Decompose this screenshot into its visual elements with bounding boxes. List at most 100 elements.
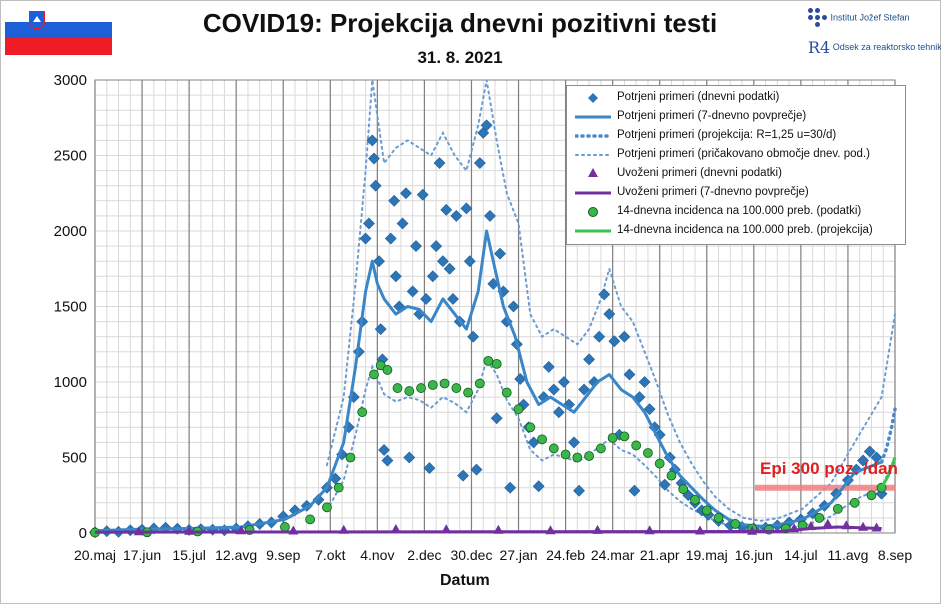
daily-confirmed-point	[359, 232, 372, 245]
daily-confirmed-point	[618, 330, 631, 343]
x-tick-label: 27.jan	[499, 547, 537, 563]
daily-confirmed-point	[490, 412, 503, 425]
incidence-point	[305, 514, 316, 525]
daily-confirmed-point	[426, 270, 439, 283]
legend-item: Potrjeni primeri (dnevni podatki)	[567, 89, 905, 107]
daily-confirmed-point	[547, 383, 560, 396]
daily-confirmed-point	[433, 157, 446, 169]
daily-confirmed-point	[388, 194, 401, 207]
daily-confirmed-point	[608, 335, 621, 348]
daily-confirmed-point	[460, 202, 473, 215]
x-tick-label: 30.dec	[450, 547, 492, 563]
y-tick-label: 3000	[54, 72, 87, 89]
daily-confirmed-point	[457, 469, 469, 482]
incidence-point	[525, 422, 536, 433]
daily-confirmed-point	[450, 209, 463, 222]
daily-confirmed-point	[593, 330, 606, 343]
legend-key-icon	[574, 127, 613, 145]
x-tick-label: 14.jul	[784, 547, 817, 563]
daily-confirmed-point	[430, 240, 443, 253]
weekly-average-line	[94, 229, 883, 533]
x-tick-label: 15.jul	[172, 547, 205, 563]
incidence-point	[451, 383, 462, 393]
legend-label: Potrjeni primeri (projekcija: R=1,25 u=3…	[617, 129, 837, 141]
daily-confirmed-point	[443, 262, 456, 275]
legend-key-icon	[575, 89, 611, 107]
x-tick-label: 4.nov	[360, 547, 394, 563]
incidence-point	[678, 484, 689, 495]
incidence-point	[666, 470, 677, 481]
incidence-point	[832, 503, 843, 514]
daily-confirmed-point	[514, 373, 527, 385]
incidence-point	[513, 404, 524, 415]
daily-confirmed-point	[863, 445, 876, 458]
y-tick-label: 2000	[54, 223, 87, 240]
x-tick-label: 19.maj	[686, 547, 728, 563]
daily-confirmed-point	[436, 255, 449, 268]
daily-confirmed-point	[363, 217, 375, 230]
ijs-dots-icon	[808, 8, 828, 28]
daily-confirmed-point	[507, 300, 520, 313]
daily-confirmed-point	[598, 288, 611, 301]
daily-confirmed-point	[403, 451, 416, 464]
daily-confirmed-point	[603, 308, 616, 320]
daily-confirmed-point	[423, 462, 436, 474]
daily-confirmed-point	[658, 478, 671, 491]
y-tick-label: 500	[62, 450, 87, 467]
legend-label: Potrjeni primeri (7-dnevno povprečje)	[617, 110, 807, 122]
incidence-point	[595, 443, 606, 454]
incidence-projection-line	[880, 456, 897, 489]
r4-logo-mark: R4	[808, 38, 831, 57]
daily-confirmed-point	[484, 209, 496, 222]
daily-confirmed-point	[447, 293, 459, 305]
r4-logo: R4 Odsek za reaktorsko tehniko	[808, 38, 941, 57]
incidence-point	[483, 355, 494, 366]
incidence-point	[357, 407, 368, 418]
imported-average-line	[94, 525, 882, 534]
daily-confirmed-point	[494, 247, 506, 260]
legend-label: Potrjeni primeri (dnevni podatki)	[617, 91, 780, 103]
legend-label: 14-dnevna incidenca na 100.000 preb. (pr…	[617, 224, 873, 236]
incidence-point	[501, 387, 512, 398]
daily-confirmed-point	[542, 360, 555, 373]
x-tick-label: 16.jun	[735, 547, 773, 563]
legend-item: 14-dnevna incidenca na 100.000 preb. (po…	[567, 203, 905, 221]
daily-confirmed-point	[480, 119, 493, 132]
daily-confirmed-point	[416, 188, 429, 201]
incidence-point	[619, 431, 630, 442]
legend-label: Potrjeni primeri (pričakovano območje dn…	[617, 148, 870, 160]
incidence-point	[427, 380, 438, 390]
slovenia-flag	[5, 5, 112, 55]
daily-confirmed-point	[410, 240, 422, 253]
daily-confirmed-point	[643, 403, 656, 416]
legend-key-icon	[575, 146, 612, 164]
daily-confirmed-point	[384, 232, 397, 245]
incidence-point	[572, 452, 583, 463]
daily-confirmed-point	[369, 179, 382, 192]
daily-confirmed-point	[467, 330, 480, 343]
incidence-point	[584, 451, 595, 461]
daily-confirmed-point	[368, 152, 380, 165]
daily-confirmed-point	[557, 376, 570, 388]
x-tick-label: 21.apr	[640, 547, 680, 563]
legend-item: Uvoženi primeri (dnevni podatki)	[567, 165, 905, 183]
incidence-point	[404, 386, 415, 396]
x-tick-label: 7.okt	[315, 547, 345, 563]
legend-item: Potrjeni primeri (7-dnevno povprečje)	[567, 108, 905, 126]
legend-label: Uvoženi primeri (dnevni podatki)	[617, 167, 782, 179]
incidence-point	[392, 383, 403, 393]
x-tick-label: 20.maj	[74, 547, 116, 563]
legend-key-icon	[575, 165, 611, 183]
chart-legend: Potrjeni primeri (dnevni podatki) Potrjen…	[566, 85, 906, 245]
daily-confirmed-point	[568, 436, 580, 449]
x-axis-title: Datum	[440, 572, 490, 589]
incidence-point	[463, 387, 474, 398]
incidence-point	[849, 497, 860, 508]
legend-item: 14-dnevna incidenca na 100.000 preb. (pr…	[567, 222, 905, 240]
legend-key-icon	[575, 222, 611, 240]
y-tick-label: 0	[79, 525, 87, 542]
incidence-point	[713, 513, 724, 523]
daily-confirmed-point	[420, 293, 433, 305]
daily-confirmed-point	[373, 255, 385, 268]
legend-item: Uvoženi primeri (7-dnevno povprečje)	[567, 184, 905, 202]
